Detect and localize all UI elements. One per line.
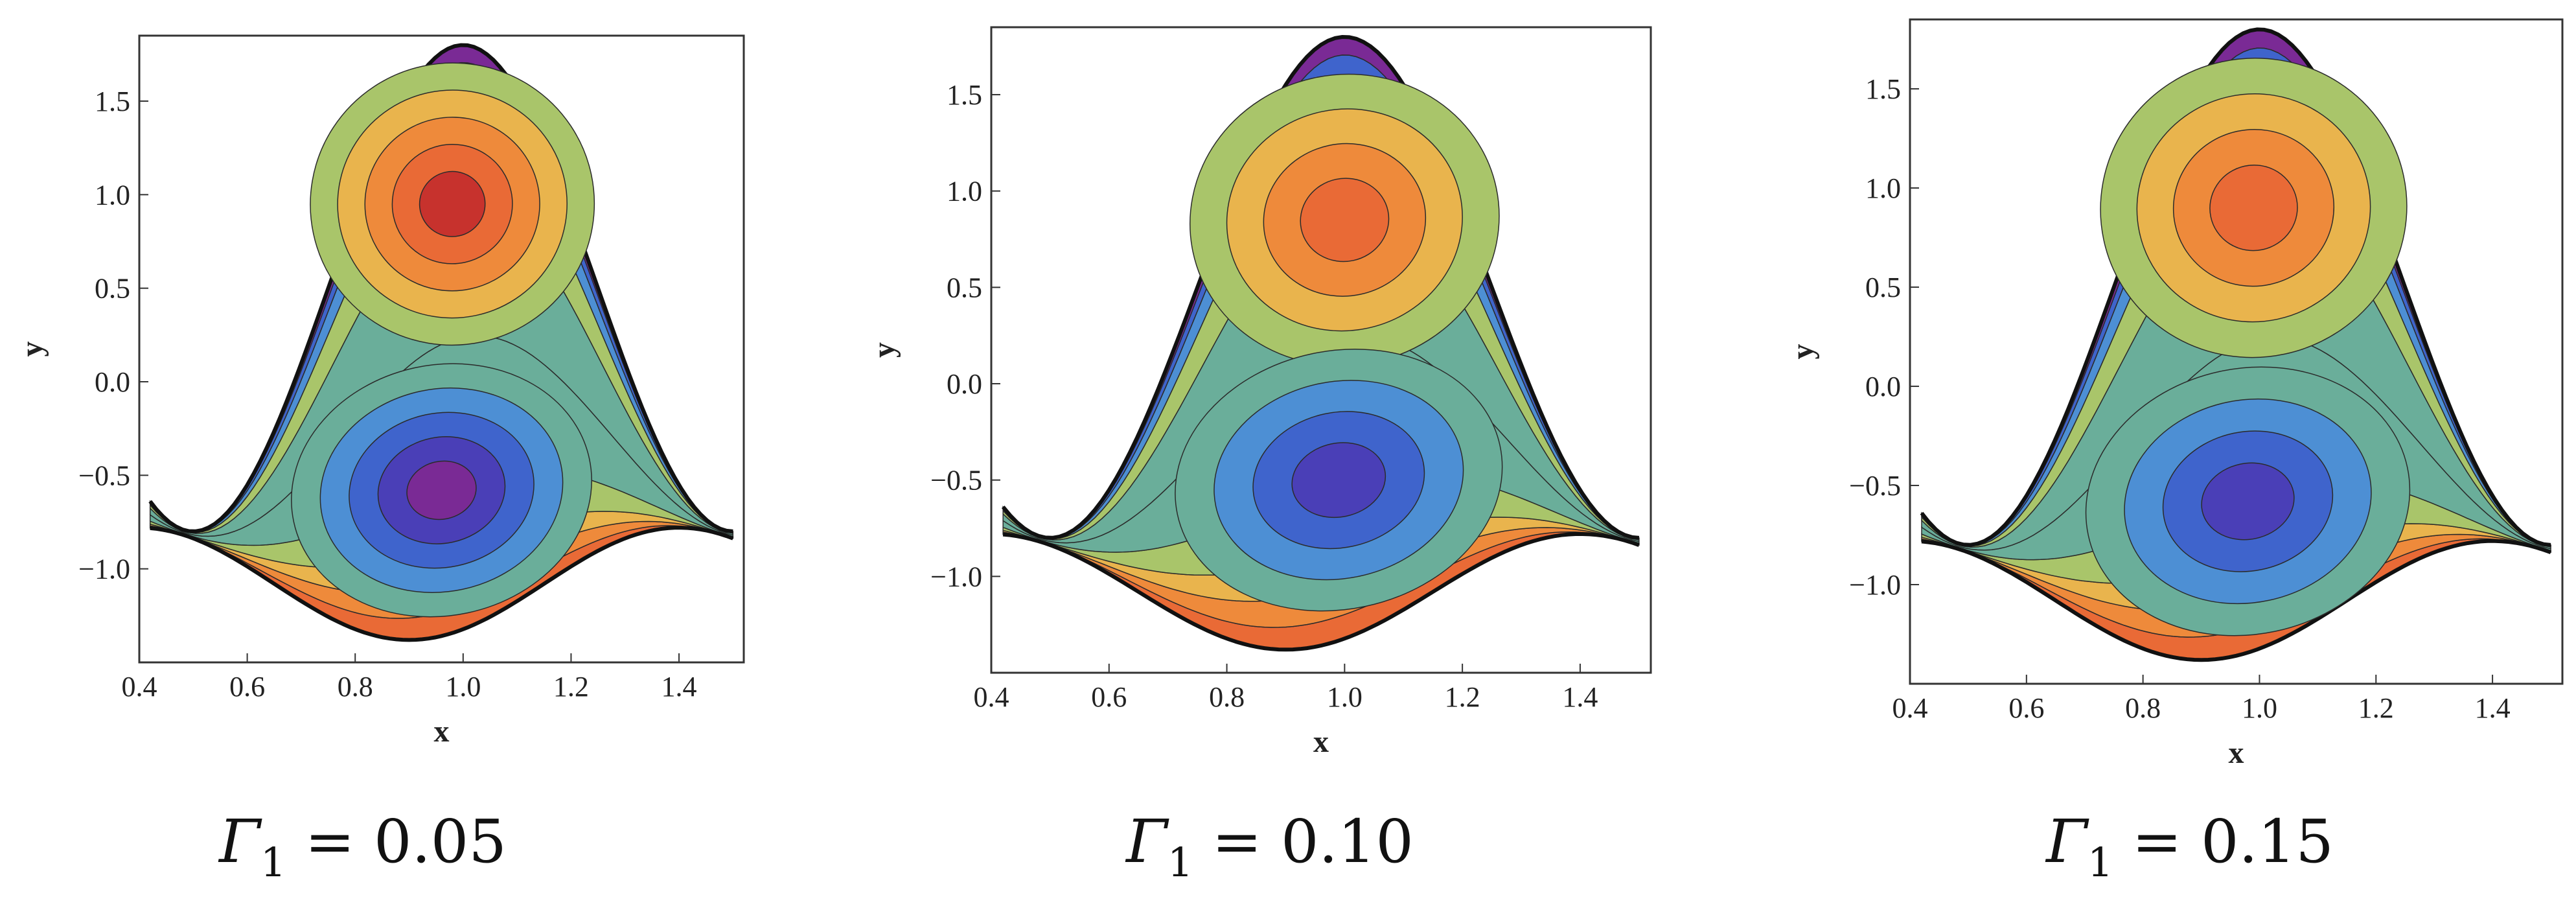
upper-vortex-contour: [1300, 178, 1390, 262]
x-axis-label: x: [434, 714, 450, 749]
x-tick-label: 0.4: [1892, 692, 1928, 724]
upper-wall: [148, 43, 733, 533]
x-tick-label: 0.8: [1209, 681, 1245, 713]
upper-wall: [1001, 34, 1640, 540]
x-tick-label: 1.0: [445, 671, 481, 703]
y-tick-label: −0.5: [78, 460, 130, 491]
y-tick-label: 1.5: [947, 79, 982, 111]
y-axis-label: y: [15, 342, 49, 357]
panel-caption: Γ1 = 0.05: [218, 807, 507, 886]
y-tick-label: 0.0: [947, 368, 982, 400]
upper-vortex-contour: [419, 170, 486, 237]
x-tick-label: 0.4: [974, 681, 1009, 713]
lower-vortex-contour: [406, 460, 477, 520]
y-tick-label: 1.0: [1865, 172, 1901, 204]
x-axis-label: x: [1313, 725, 1329, 759]
contour-panel-2: 0.4 0.6 0.8 1.0 1.2 1.4 −1.0 −0.5 0.0 0.5 1.0 1.5 x y…: [867, 26, 1652, 886]
x-tick-label: 0.8: [2125, 692, 2161, 724]
contour-panel-1: 0.4 0.6 0.8 1.0 1.2 1.4 −1.0 −0.5 0.0 0.5 1.0 1.5 x y…: [15, 34, 745, 886]
lower-wall: [1921, 539, 2551, 662]
panel-caption: Γ1 = 0.10: [1125, 807, 1414, 886]
y-tick-label: 0.5: [1865, 272, 1901, 303]
x-tick-label: 1.4: [661, 671, 697, 703]
x-tick-label: 0.4: [122, 671, 157, 703]
x-tick-label: 0.8: [338, 671, 373, 703]
x-tick-label: 1.4: [1562, 681, 1598, 713]
y-tick-label: 0.0: [95, 366, 130, 398]
y-tick-label: −1.0: [1849, 569, 1901, 601]
y-tick-label: 1.0: [947, 176, 982, 207]
y-tick-label: 1.5: [1865, 73, 1901, 105]
x-tick-label: 1.0: [2242, 692, 2277, 724]
y-tick-label: −1.0: [78, 553, 130, 585]
x-tick-label: 0.6: [229, 671, 265, 703]
contour-panel-3: 0.4 0.6 0.8 1.0 1.2 1.4 −1.0 −0.5 0.0 0.5 1.0 1.5 x y…: [1786, 18, 2564, 886]
y-tick-label: −0.5: [1849, 470, 1901, 502]
x-tick-label: 1.2: [553, 671, 589, 703]
x-tick-label: 0.6: [2008, 692, 2044, 724]
lower-wall: [1002, 532, 1640, 652]
y-tick-label: 1.0: [95, 179, 130, 211]
y-tick-label: 1.5: [95, 86, 130, 117]
panel-caption: Γ1 = 0.15: [2045, 807, 2334, 886]
y-tick-label: −0.5: [930, 465, 982, 496]
y-tick-label: −1.0: [930, 561, 982, 592]
upper-vortex-contour: [2209, 164, 2298, 251]
x-tick-label: 1.2: [1445, 681, 1480, 713]
upper-wall: [1920, 27, 2551, 547]
x-tick-label: 1.4: [2475, 692, 2511, 724]
lower-wall: [150, 526, 734, 642]
y-axis-label: y: [867, 342, 901, 358]
x-tick-label: 0.6: [1091, 681, 1127, 713]
x-tick-label: 1.0: [1327, 681, 1363, 713]
x-tick-label: 1.2: [2358, 692, 2394, 724]
y-tick-label: 0.5: [947, 272, 982, 303]
y-tick-label: 0.5: [95, 273, 130, 305]
lower-vortex-contour: [2201, 462, 2295, 541]
lower-vortex-contour: [1291, 442, 1386, 518]
x-axis-label: x: [2229, 736, 2244, 770]
y-axis-label: y: [1786, 344, 1820, 360]
y-tick-label: 0.0: [1865, 371, 1901, 402]
